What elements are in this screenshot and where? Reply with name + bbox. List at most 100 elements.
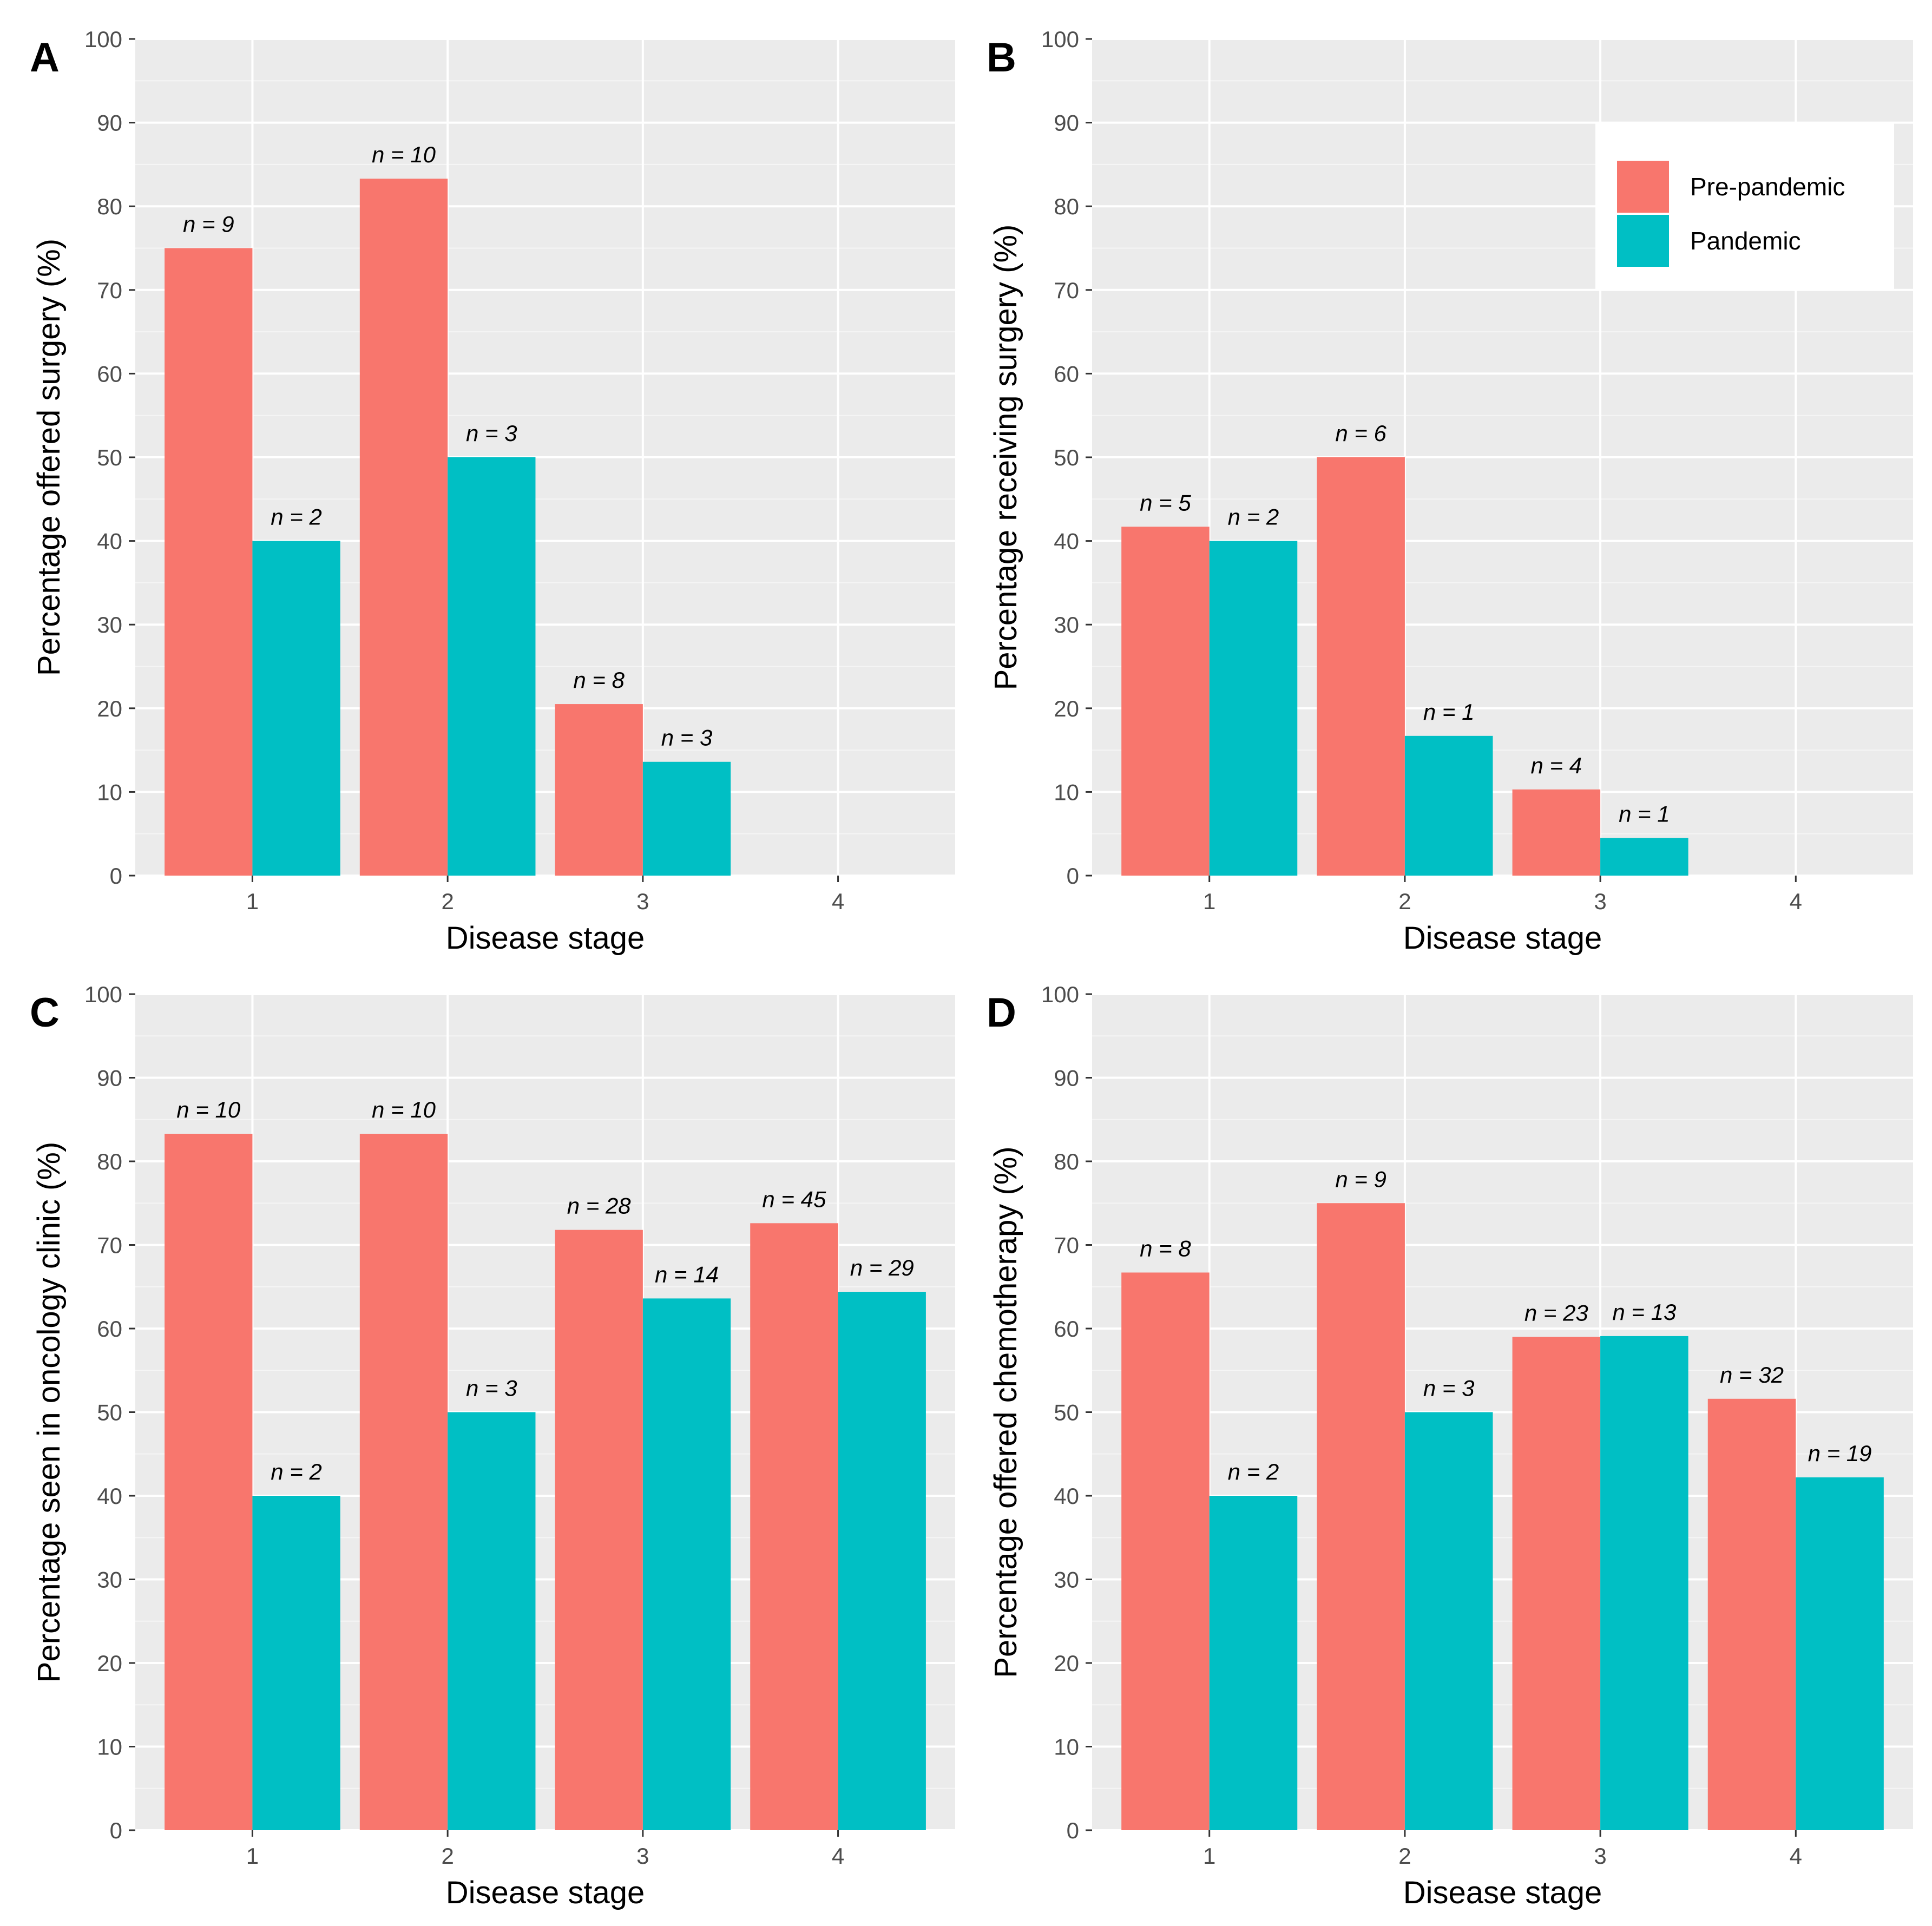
y-axis-title: Percentage receiving surgery (%) bbox=[988, 225, 1023, 691]
x-tick-label: 1 bbox=[1203, 889, 1215, 914]
bar-label: n = 8 bbox=[1140, 1235, 1191, 1261]
y-tick-label: 20 bbox=[97, 1651, 122, 1676]
bar-pre-pandemic-stage-3 bbox=[1512, 789, 1601, 876]
y-tick-label: 90 bbox=[1054, 1066, 1079, 1091]
x-tick-label: 1 bbox=[1203, 1843, 1215, 1869]
x-tick-label: 3 bbox=[1594, 1843, 1606, 1869]
y-tick-label: 60 bbox=[1054, 361, 1079, 386]
y-tick-label: 60 bbox=[97, 361, 122, 386]
y-tick-label: 20 bbox=[1054, 1651, 1079, 1676]
y-tick-label: 40 bbox=[1054, 529, 1079, 554]
x-axis-title: Disease stage bbox=[446, 1875, 645, 1910]
y-tick-label: 10 bbox=[1054, 779, 1079, 805]
x-tick-label: 2 bbox=[1398, 1843, 1411, 1869]
bar-pre-pandemic-stage-3 bbox=[555, 704, 643, 876]
y-tick-label: 30 bbox=[1054, 612, 1079, 637]
legend: Pre-pandemic Pandemic bbox=[1595, 122, 1894, 290]
bar-pandemic-stage-2 bbox=[1404, 735, 1493, 876]
y-tick-label: 80 bbox=[97, 1149, 122, 1174]
y-tick-label: 30 bbox=[97, 612, 122, 637]
bar-pandemic-stage-2 bbox=[1404, 1412, 1493, 1830]
y-tick-label: 0 bbox=[1067, 863, 1079, 889]
bar-label: n = 2 bbox=[271, 504, 322, 530]
bar-pandemic-stage-3 bbox=[1600, 1336, 1688, 1830]
panel-letter: B bbox=[987, 35, 1016, 81]
bar-label: n = 23 bbox=[1524, 1300, 1588, 1325]
bar-pandemic-stage-3 bbox=[1600, 838, 1688, 876]
bar-pre-pandemic-stage-2 bbox=[1317, 1203, 1405, 1830]
panel-c: n = 10 n = 10 n = 28 n = 45 n = 2 n = 3 n = 14… bbox=[30, 982, 955, 1910]
bar-label: n = 14 bbox=[655, 1261, 719, 1287]
x-tick-label: 1 bbox=[246, 889, 259, 914]
y-tick-label: 100 bbox=[84, 27, 122, 52]
y-tick-label: 80 bbox=[1054, 194, 1079, 219]
bar-label: n = 28 bbox=[567, 1193, 632, 1219]
y-tick-label: 20 bbox=[1054, 696, 1079, 721]
y-tick-label: 0 bbox=[1067, 1818, 1079, 1843]
x-tick-label: 4 bbox=[1790, 1843, 1802, 1869]
y-tick-label: 0 bbox=[110, 863, 122, 889]
bar-label: n = 1 bbox=[1619, 801, 1670, 826]
bar-pre-pandemic-stage-1 bbox=[1121, 527, 1210, 876]
bar-pre-pandemic-stage-2 bbox=[1317, 457, 1405, 876]
y-tick-label: 50 bbox=[1054, 1400, 1079, 1425]
y-tick-label: 50 bbox=[97, 1400, 122, 1425]
panel-letter: C bbox=[30, 990, 60, 1036]
bar-label: n = 8 bbox=[573, 667, 625, 693]
bar-pandemic-stage-4 bbox=[1796, 1477, 1884, 1830]
bar-label: n = 10 bbox=[176, 1097, 241, 1122]
bar-label: n = 13 bbox=[1612, 1299, 1676, 1325]
y-tick-label: 10 bbox=[1054, 1734, 1079, 1760]
y-tick-label: 90 bbox=[97, 1066, 122, 1091]
y-tick-label: 40 bbox=[97, 529, 122, 554]
y-axis-title: Percentage seen in oncology clinic (%) bbox=[31, 1142, 67, 1682]
bar-pre-pandemic-stage-2 bbox=[359, 1134, 448, 1830]
x-tick-label: 2 bbox=[1398, 889, 1411, 914]
y-tick-label: 40 bbox=[97, 1483, 122, 1509]
y-tick-label: 30 bbox=[97, 1567, 122, 1593]
x-tick-label: 2 bbox=[441, 1843, 454, 1869]
bar-pre-pandemic-stage-3 bbox=[555, 1230, 643, 1830]
y-tick-label: 100 bbox=[84, 982, 122, 1007]
bar-pandemic-stage-4 bbox=[838, 1292, 926, 1830]
bar-label: n = 32 bbox=[1720, 1362, 1784, 1388]
y-tick-label: 0 bbox=[110, 1818, 122, 1843]
x-tick-label: 3 bbox=[636, 1843, 649, 1869]
bar-label: n = 19 bbox=[1808, 1441, 1872, 1466]
bar-label: n = 6 bbox=[1335, 420, 1386, 446]
x-tick-label: 4 bbox=[832, 889, 844, 914]
bar-label: n = 9 bbox=[1335, 1166, 1386, 1192]
panel-d: n = 8 n = 9 n = 23 n = 32 n = 2 n = 3 n = 13 n … bbox=[987, 982, 1913, 1910]
panel-letter: D bbox=[987, 990, 1016, 1036]
bar-pandemic-stage-2 bbox=[448, 457, 536, 876]
y-tick-label: 40 bbox=[1054, 1483, 1079, 1509]
bar-pre-pandemic-stage-3 bbox=[1512, 1337, 1601, 1830]
bar-label: n = 1 bbox=[1423, 699, 1475, 725]
bar-label: n = 5 bbox=[1140, 490, 1191, 515]
bar-label: n = 10 bbox=[372, 142, 436, 167]
y-tick-label: 100 bbox=[1041, 982, 1079, 1007]
x-tick-label: 3 bbox=[636, 889, 649, 914]
bar-label: n = 3 bbox=[661, 725, 713, 751]
x-axis-title: Disease stage bbox=[1403, 1875, 1602, 1910]
bar-pandemic-stage-2 bbox=[448, 1412, 536, 1830]
bar-label: n = 10 bbox=[372, 1097, 436, 1122]
bar-pre-pandemic-stage-2 bbox=[359, 179, 448, 876]
legend-key-pandemic bbox=[1617, 215, 1669, 267]
y-axis-title: Percentage offered chemotherapy (%) bbox=[988, 1146, 1023, 1678]
bar-label: n = 3 bbox=[466, 1376, 517, 1401]
y-tick-label: 10 bbox=[97, 1734, 122, 1760]
bar-pandemic-stage-3 bbox=[642, 1298, 731, 1830]
y-tick-label: 30 bbox=[1054, 1567, 1079, 1593]
panel-a: n = 9 n = 10 n = 8 n = 2 n = 3 n = 3 0 10 20 30 40… bbox=[30, 27, 955, 956]
legend-key-pre-pandemic bbox=[1617, 161, 1669, 213]
panel-letter: A bbox=[30, 35, 60, 81]
bar-label: n = 2 bbox=[1228, 504, 1279, 530]
x-tick-label: 2 bbox=[441, 889, 454, 914]
x-tick-label: 4 bbox=[832, 1843, 844, 1869]
y-tick-label: 60 bbox=[97, 1316, 122, 1342]
bar-pre-pandemic-stage-1 bbox=[165, 1134, 253, 1830]
y-tick-label: 80 bbox=[97, 194, 122, 219]
bar-label: n = 9 bbox=[183, 212, 234, 237]
bar-pre-pandemic-stage-1 bbox=[165, 248, 253, 876]
